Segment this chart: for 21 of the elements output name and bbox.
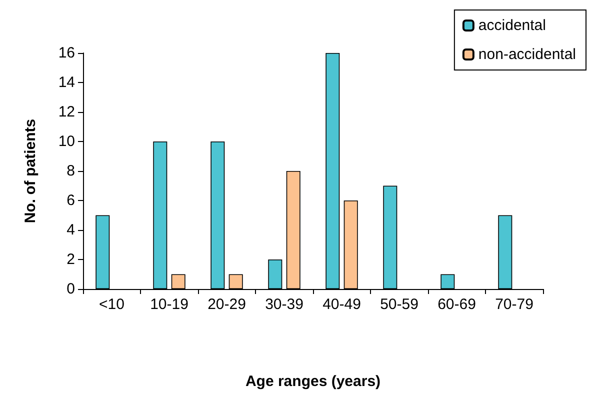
y-tick-label: 12 [58,104,75,120]
y-tick-label: 6 [66,192,75,209]
x-tick-label: 30-39 [265,296,304,313]
x-tick-label: 60-69 [438,296,476,313]
legend-label: accidental [478,17,546,34]
y-axis-title: No. of patients [22,118,39,224]
y-tick-label: 16 [58,44,75,62]
legend-label: non-accidental [478,46,576,63]
y-tick-label: 0 [66,280,75,298]
x-tick-label: 50-59 [380,296,418,313]
y-tick-label: 8 [66,162,75,180]
y-tick-label: 4 [66,222,75,238]
x-tick-label: 20-29 [208,296,246,313]
y-tick-label: 2 [66,251,75,268]
y-tick-label: 10 [58,133,75,150]
x-tick-label: <10 [99,296,124,313]
x-tick-label: 10-19 [150,296,188,313]
y-tick-label: 14 [58,74,75,91]
x-tick-label: 70-79 [495,296,534,313]
x-tick-label: 40-49 [322,296,361,313]
x-axis-title: Age ranges (years) [245,373,381,390]
